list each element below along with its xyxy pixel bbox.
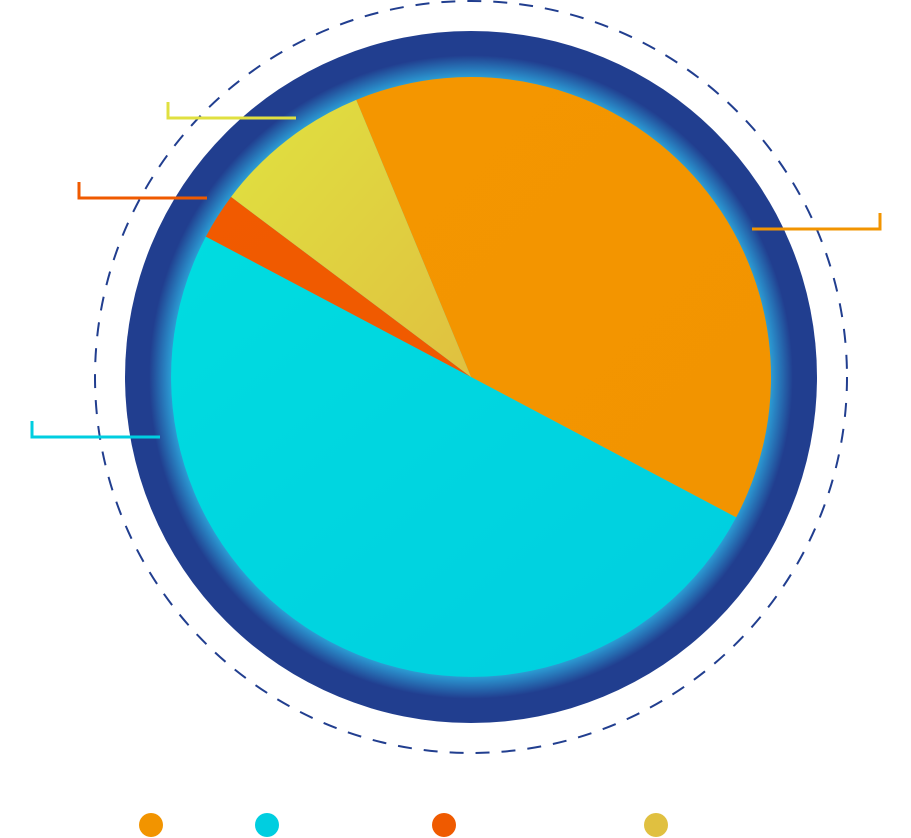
legend-marker (644, 813, 668, 837)
pie-slice (205, 196, 471, 377)
slice-leader-line (77, 182, 207, 200)
legend-marker (139, 813, 163, 837)
legend (139, 813, 668, 837)
legend-marker (255, 813, 279, 837)
pie-slice (171, 236, 737, 677)
outer-dashed-ring (94, 0, 848, 754)
slice-leader-line (30, 421, 160, 439)
legend-marker (432, 813, 456, 837)
pie-slice (231, 99, 471, 377)
slice-leader-lines (30, 102, 882, 439)
slice-leader-line (752, 213, 882, 231)
pie-slice (356, 77, 771, 518)
pie-slices (171, 77, 771, 677)
slice-leader-line (166, 102, 296, 120)
